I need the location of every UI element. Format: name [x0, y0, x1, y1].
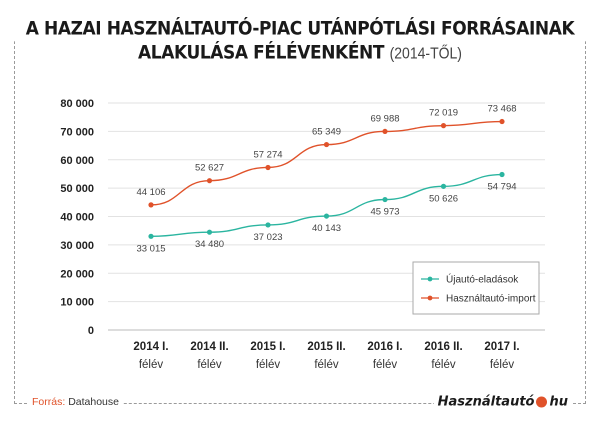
y-tick-label: 0: [88, 325, 94, 337]
y-tick-label: 60 000: [60, 155, 94, 167]
x-tick-label: 2015 I.: [250, 341, 285, 353]
x-tick-label: 2015 II.: [307, 341, 345, 353]
y-tick-label: 40 000: [60, 212, 94, 224]
data-point: [265, 222, 271, 228]
title-suffix: (2014-TŐL): [389, 44, 462, 62]
data-point: [323, 213, 330, 219]
y-tick-label: 70 000: [60, 126, 94, 138]
source-value: Datahouse: [68, 396, 119, 408]
data-point: [440, 123, 447, 129]
logo-text: Használtautó: [437, 394, 535, 410]
data-point: [499, 171, 505, 178]
x-tick-sublabel: félév: [373, 359, 398, 371]
title-line-1: A HAZAI HASZNÁLTAUTÓ-PIAC UTÁNPÓTLÁSI FO…: [13, 16, 587, 42]
x-tick-label: 2016 I.: [367, 341, 402, 353]
x-tick-sublabel: félév: [256, 359, 281, 371]
data-label: 65 349: [312, 127, 341, 138]
data-label: 52 627: [195, 163, 224, 174]
source-note: Forrás: Datahouse: [28, 396, 123, 408]
data-point: [148, 233, 154, 239]
data-label: 57 274: [253, 149, 282, 160]
title-line-2: ALAKULÁSA FÉLÉVENKÉNT: [138, 41, 385, 65]
source-label: Forrás:: [32, 396, 66, 408]
data-label: 73 468: [487, 104, 516, 115]
x-tick-label: 2016 II.: [424, 341, 462, 353]
data-label: 50 626: [429, 193, 458, 204]
data-point: [440, 183, 447, 189]
data-point: [206, 178, 213, 184]
x-tick-sublabel: félév: [139, 359, 164, 371]
y-tick-label: 50 000: [60, 183, 94, 195]
x-tick-label: 2014 II.: [190, 341, 228, 353]
x-tick-label: 2017 I.: [484, 341, 519, 353]
y-tick-label: 10 000: [60, 297, 94, 309]
data-label: 72 019: [429, 108, 458, 119]
data-point: [499, 118, 505, 125]
legend-marker: [427, 276, 433, 282]
data-point: [382, 196, 388, 203]
data-label: 69 988: [370, 113, 399, 124]
data-label: 37 023: [253, 232, 282, 243]
x-tick-sublabel: félév: [197, 359, 222, 371]
data-label: 45 973: [370, 207, 399, 218]
chart-title: A HAZAI HASZNÁLTAUTÓ-PIAC UTÁNPÓTLÁSI FO…: [0, 16, 600, 66]
x-tick-label: 2014 I.: [133, 341, 168, 353]
data-label: 33 015: [136, 243, 165, 254]
legend-box: [412, 261, 540, 315]
data-point: [323, 141, 330, 148]
y-tick-label: 30 000: [60, 240, 94, 252]
data-label: 44 106: [136, 187, 165, 198]
data-label: 54 794: [487, 182, 516, 193]
logo-tld: hu: [549, 394, 568, 410]
legend-marker: [427, 295, 433, 301]
legend-label: Újautó-eladások: [446, 273, 519, 286]
legend-label: Használtautó-import: [446, 294, 536, 305]
data-point: [265, 164, 271, 171]
data-point: [148, 202, 154, 208]
y-tick-label: 20 000: [60, 268, 94, 280]
data-point: [206, 229, 213, 235]
x-tick-sublabel: félév: [490, 359, 515, 371]
logo-dot-icon: [536, 396, 548, 408]
data-label: 34 480: [195, 239, 224, 250]
x-tick-sublabel: félév: [431, 359, 456, 371]
data-label: 40 143: [312, 223, 341, 234]
data-point: [382, 128, 388, 135]
y-tick-label: 80 000: [60, 98, 94, 110]
brand-logo: Használtautó hu: [433, 394, 572, 410]
x-tick-sublabel: félév: [314, 359, 339, 371]
